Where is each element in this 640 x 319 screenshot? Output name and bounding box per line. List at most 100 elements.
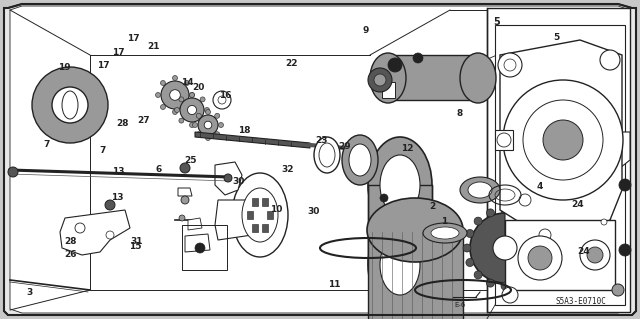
- Polygon shape: [495, 25, 625, 305]
- Circle shape: [189, 93, 195, 98]
- Polygon shape: [215, 200, 252, 240]
- Text: 30: 30: [307, 207, 320, 216]
- Bar: [262, 224, 268, 232]
- Text: 27: 27: [138, 116, 150, 125]
- Circle shape: [504, 59, 516, 71]
- Text: 7: 7: [44, 140, 50, 149]
- Polygon shape: [4, 4, 636, 315]
- Text: 4: 4: [536, 182, 543, 191]
- Ellipse shape: [460, 53, 496, 103]
- Circle shape: [224, 174, 232, 182]
- Text: 32: 32: [282, 165, 294, 174]
- Text: 10: 10: [270, 205, 283, 214]
- Bar: [505, 220, 615, 290]
- Circle shape: [619, 179, 631, 191]
- Circle shape: [8, 167, 18, 177]
- Circle shape: [196, 113, 202, 118]
- Text: 26: 26: [64, 250, 77, 259]
- Circle shape: [205, 109, 211, 115]
- Text: 17: 17: [127, 34, 140, 43]
- Ellipse shape: [242, 188, 278, 242]
- Text: 15: 15: [129, 242, 142, 251]
- Text: 7: 7: [99, 146, 106, 155]
- Circle shape: [105, 200, 115, 210]
- Text: 24: 24: [577, 247, 590, 256]
- Circle shape: [580, 240, 610, 270]
- Circle shape: [585, 235, 595, 245]
- Circle shape: [528, 217, 536, 225]
- Text: 16: 16: [219, 91, 232, 100]
- Circle shape: [374, 74, 386, 86]
- Circle shape: [519, 194, 531, 206]
- Bar: [252, 198, 258, 206]
- Text: 28: 28: [116, 119, 129, 128]
- Circle shape: [198, 115, 218, 135]
- Text: 30: 30: [232, 177, 244, 186]
- Circle shape: [601, 219, 607, 225]
- Circle shape: [543, 120, 583, 160]
- Circle shape: [196, 132, 202, 137]
- Circle shape: [218, 96, 226, 104]
- Circle shape: [205, 108, 209, 113]
- Circle shape: [180, 163, 190, 173]
- Ellipse shape: [368, 217, 432, 313]
- Circle shape: [536, 258, 544, 267]
- Circle shape: [523, 100, 603, 180]
- Bar: [552, 170, 587, 220]
- Circle shape: [612, 284, 624, 296]
- Circle shape: [214, 132, 220, 137]
- Circle shape: [516, 279, 524, 287]
- Circle shape: [205, 136, 211, 140]
- Polygon shape: [185, 234, 210, 252]
- Circle shape: [161, 80, 166, 85]
- Circle shape: [368, 68, 392, 92]
- Ellipse shape: [370, 53, 406, 103]
- Circle shape: [188, 106, 196, 115]
- Circle shape: [214, 113, 220, 118]
- Circle shape: [466, 258, 474, 267]
- Circle shape: [528, 271, 536, 279]
- Text: 24: 24: [571, 200, 584, 209]
- Circle shape: [619, 244, 631, 256]
- Ellipse shape: [431, 227, 459, 239]
- Circle shape: [528, 246, 552, 270]
- Circle shape: [156, 93, 161, 98]
- Circle shape: [170, 90, 180, 100]
- Text: 5: 5: [554, 33, 560, 42]
- Circle shape: [200, 97, 205, 102]
- Circle shape: [536, 229, 544, 237]
- Circle shape: [474, 271, 482, 279]
- Circle shape: [501, 206, 509, 214]
- Circle shape: [498, 53, 522, 77]
- Ellipse shape: [342, 135, 378, 185]
- Circle shape: [106, 231, 114, 239]
- Text: 28: 28: [64, 237, 77, 246]
- Text: 17: 17: [97, 61, 110, 70]
- Bar: [182, 225, 227, 270]
- Text: 8: 8: [456, 109, 463, 118]
- Text: 21: 21: [147, 42, 160, 51]
- Text: 12: 12: [401, 144, 413, 153]
- Bar: [495, 130, 513, 150]
- Ellipse shape: [314, 137, 340, 173]
- Text: 11: 11: [328, 280, 341, 289]
- Text: 9: 9: [363, 26, 369, 35]
- Circle shape: [503, 80, 623, 200]
- Circle shape: [466, 229, 474, 237]
- Circle shape: [597, 215, 611, 229]
- Text: 20: 20: [192, 83, 205, 92]
- Circle shape: [413, 53, 423, 63]
- Text: 13: 13: [111, 193, 124, 202]
- Bar: [252, 224, 258, 232]
- Polygon shape: [487, 8, 630, 312]
- Circle shape: [501, 282, 509, 290]
- Circle shape: [161, 105, 166, 109]
- Polygon shape: [500, 40, 622, 235]
- Circle shape: [161, 81, 189, 109]
- Text: 31: 31: [131, 237, 143, 246]
- Circle shape: [32, 67, 108, 143]
- Polygon shape: [382, 82, 395, 98]
- Polygon shape: [598, 132, 630, 168]
- Circle shape: [213, 91, 231, 109]
- Text: 6: 6: [156, 165, 162, 174]
